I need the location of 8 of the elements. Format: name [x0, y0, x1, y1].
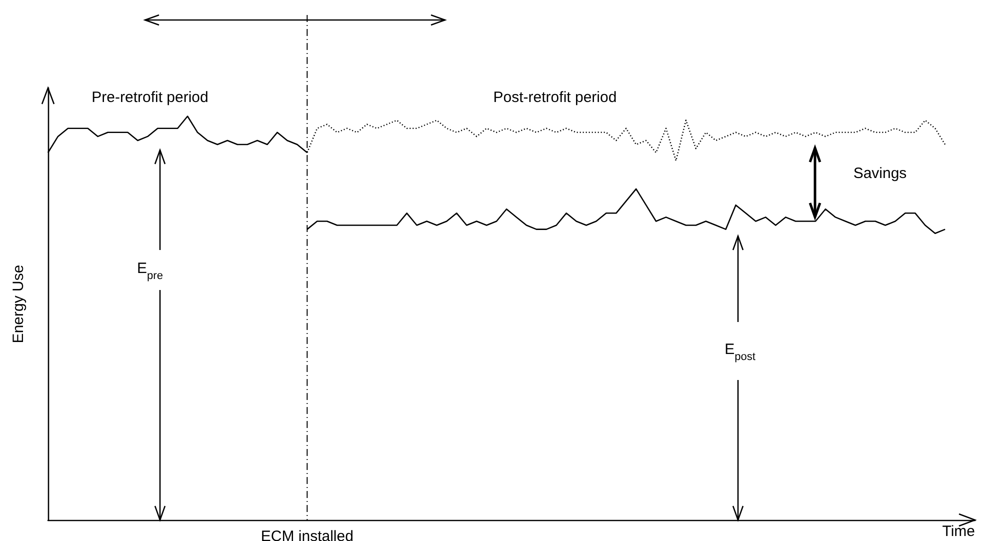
x-axis-title: Time — [942, 523, 975, 540]
text: Pre-retrofit period — [92, 89, 208, 106]
annotation: Savings — [853, 165, 907, 182]
text: Post-retrofit period — [493, 89, 617, 106]
text: ECM installed — [260, 528, 354, 541]
y-axis-title: Energy Use — [10, 264, 27, 344]
annotation: E$_{post}$ — [724, 341, 756, 363]
annotation: E$_{pre}$ — [137, 260, 163, 282]
